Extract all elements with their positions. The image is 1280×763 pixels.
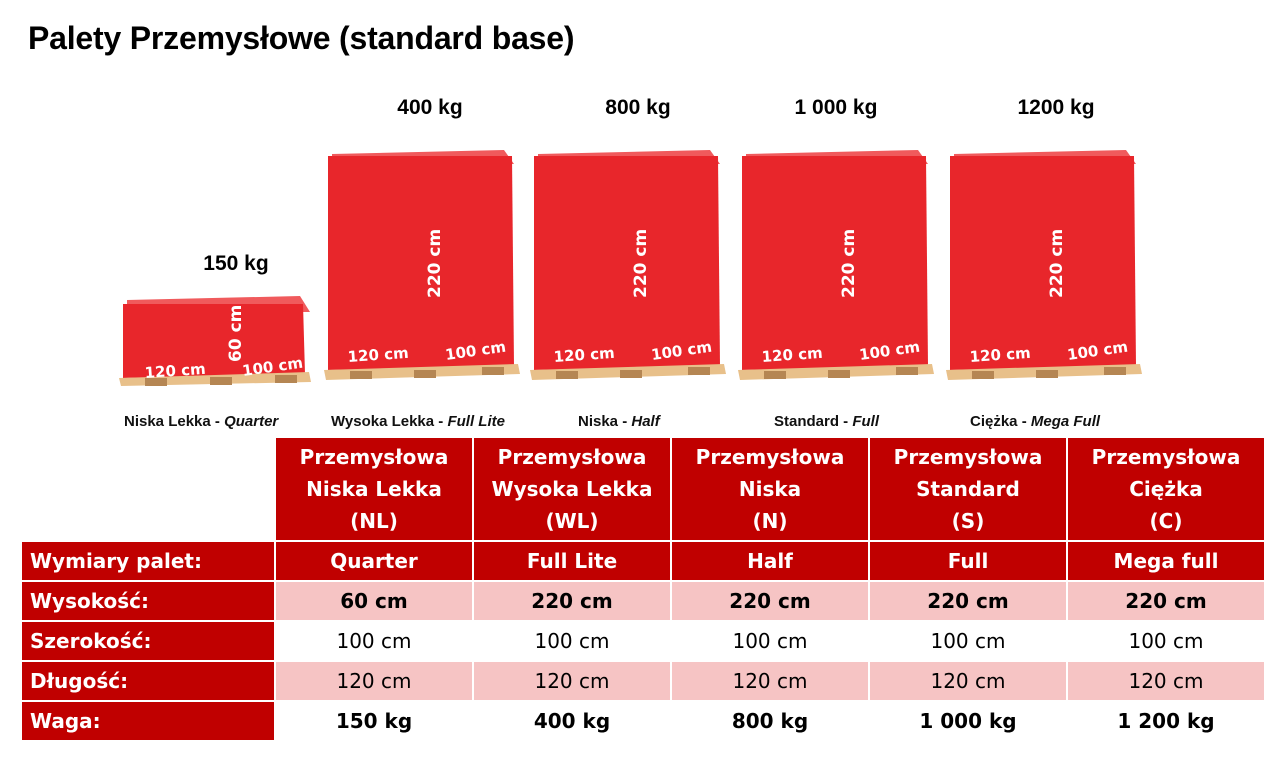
row-label: Wymiary palet: xyxy=(20,540,276,582)
table-cell: 100 cm xyxy=(274,620,474,662)
length-dim: 120 cm xyxy=(347,344,409,366)
table-cell: Full xyxy=(868,540,1068,582)
height-dim: 220 cm xyxy=(425,229,445,298)
table-cell: 120 cm xyxy=(670,660,870,702)
table-cell: 60 cm xyxy=(274,580,474,622)
table-row: Wysokość: 60 cm 220 cm 220 cm 220 cm 220… xyxy=(20,580,1266,622)
table-cell: 150 kg xyxy=(274,700,474,742)
pallet-weight-label: 1 000 kg xyxy=(794,96,878,119)
table-cell: 120 cm xyxy=(868,660,1068,702)
pallet-full: 120 cm 100 cm 220 cm xyxy=(736,138,936,390)
table-cell: 120 cm xyxy=(472,660,672,702)
table-row: Waga: 150 kg 400 kg 800 kg 1 000 kg 1 20… xyxy=(20,700,1266,742)
pallet-weight-label: 800 kg xyxy=(605,96,671,119)
table-cell: 120 cm xyxy=(274,660,474,702)
pallet-weight-label: 1200 kg xyxy=(1017,96,1095,119)
table-row: Długość: 120 cm 120 cm 120 cm 120 cm 120… xyxy=(20,660,1266,702)
length-dim: 120 cm xyxy=(761,344,823,366)
row-label: Szerokość: xyxy=(20,620,276,662)
length-dim: 120 cm xyxy=(144,360,206,382)
pallet-weight-label: 150 kg xyxy=(203,252,269,275)
table-cell: 220 cm xyxy=(868,580,1068,622)
column-header-n: Przemysłowa Niska (N) xyxy=(670,436,870,542)
pallet-caption: Ciężka - Mega Full xyxy=(970,413,1101,430)
pallet-quarter: 120 cm 100 cm 60 cm xyxy=(115,290,315,390)
column-header-wl: Przemysłowa Wysoka Lekka (WL) xyxy=(472,436,672,542)
pallet-box-icon: 120 cm 100 cm 220 cm xyxy=(530,150,726,380)
height-dim: 220 cm xyxy=(839,229,859,298)
row-label: Długość: xyxy=(20,660,276,702)
pallet-spec-table: Przemysłowa Niska Lekka (NL) Przemysłowa Wy… xyxy=(20,436,1266,742)
pallet-box-icon: 120 cm 100 cm 220 cm xyxy=(324,150,520,380)
table-cell: 800 kg xyxy=(670,700,870,742)
table-cell: 220 cm xyxy=(472,580,672,622)
pallet-box-icon: 120 cm 100 cm 220 cm xyxy=(946,150,1142,380)
pallet-caption: Wysoka Lekka - Full Lite xyxy=(331,413,505,430)
table-cell: 220 cm xyxy=(670,580,870,622)
column-header-s: Przemysłowa Standard (S) xyxy=(868,436,1068,542)
column-header-c: Przemysłowa Ciężka (C) xyxy=(1066,436,1266,542)
table-cell: 120 cm xyxy=(1066,660,1266,702)
length-dim: 120 cm xyxy=(969,344,1031,366)
table-cell: Mega full xyxy=(1066,540,1266,582)
table-cell: 220 cm xyxy=(1066,580,1266,622)
table-row: Szerokość: 100 cm 100 cm 100 cm 100 cm 1… xyxy=(20,620,1266,662)
pallet-mega-full: 120 cm 100 cm 220 cm xyxy=(944,138,1144,390)
length-dim: 120 cm xyxy=(553,344,615,366)
pallet-half: 120 cm 100 cm 220 cm xyxy=(528,138,728,390)
table-cell: 1 200 kg xyxy=(1066,700,1266,742)
pallet-box-icon: 120 cm 100 cm 220 cm xyxy=(738,150,934,380)
table-cell: 100 cm xyxy=(472,620,672,662)
pallet-box-icon: 120 cm 100 cm 60 cm xyxy=(119,296,311,386)
pallet-weight-label: 400 kg xyxy=(397,96,463,119)
table-header-row: Przemysłowa Niska Lekka (NL) Przemysłowa Wy… xyxy=(21,436,1266,542)
table-corner xyxy=(21,437,275,541)
table-cell: Half xyxy=(670,540,870,582)
height-dim: 220 cm xyxy=(1047,229,1067,298)
table-cell: 100 cm xyxy=(670,620,870,662)
row-label: Waga: xyxy=(20,700,276,742)
pallet-full-lite: 120 cm 100 cm 220 cm xyxy=(322,138,522,390)
table-cell: 400 kg xyxy=(472,700,672,742)
pallet-caption: Niska Lekka - Quarter xyxy=(124,413,279,430)
pallet-caption: Niska - Half xyxy=(578,413,660,430)
table-cell: Full Lite xyxy=(472,540,672,582)
table-cell: Quarter xyxy=(274,540,474,582)
table-cell: 100 cm xyxy=(868,620,1068,662)
height-dim: 60 cm xyxy=(226,305,246,362)
table-cell: 1 000 kg xyxy=(868,700,1068,742)
row-label: Wysokość: xyxy=(20,580,276,622)
table-cell: 100 cm xyxy=(1066,620,1266,662)
page-title: Palety Przemysłowe (standard base) xyxy=(28,20,575,56)
table-row: Wymiary palet: Quarter Full Lite Half Fu… xyxy=(20,540,1266,582)
column-header-nl: Przemysłowa Niska Lekka (NL) xyxy=(274,436,474,542)
pallet-caption: Standard - Full xyxy=(774,413,880,430)
height-dim: 220 cm xyxy=(631,229,651,298)
